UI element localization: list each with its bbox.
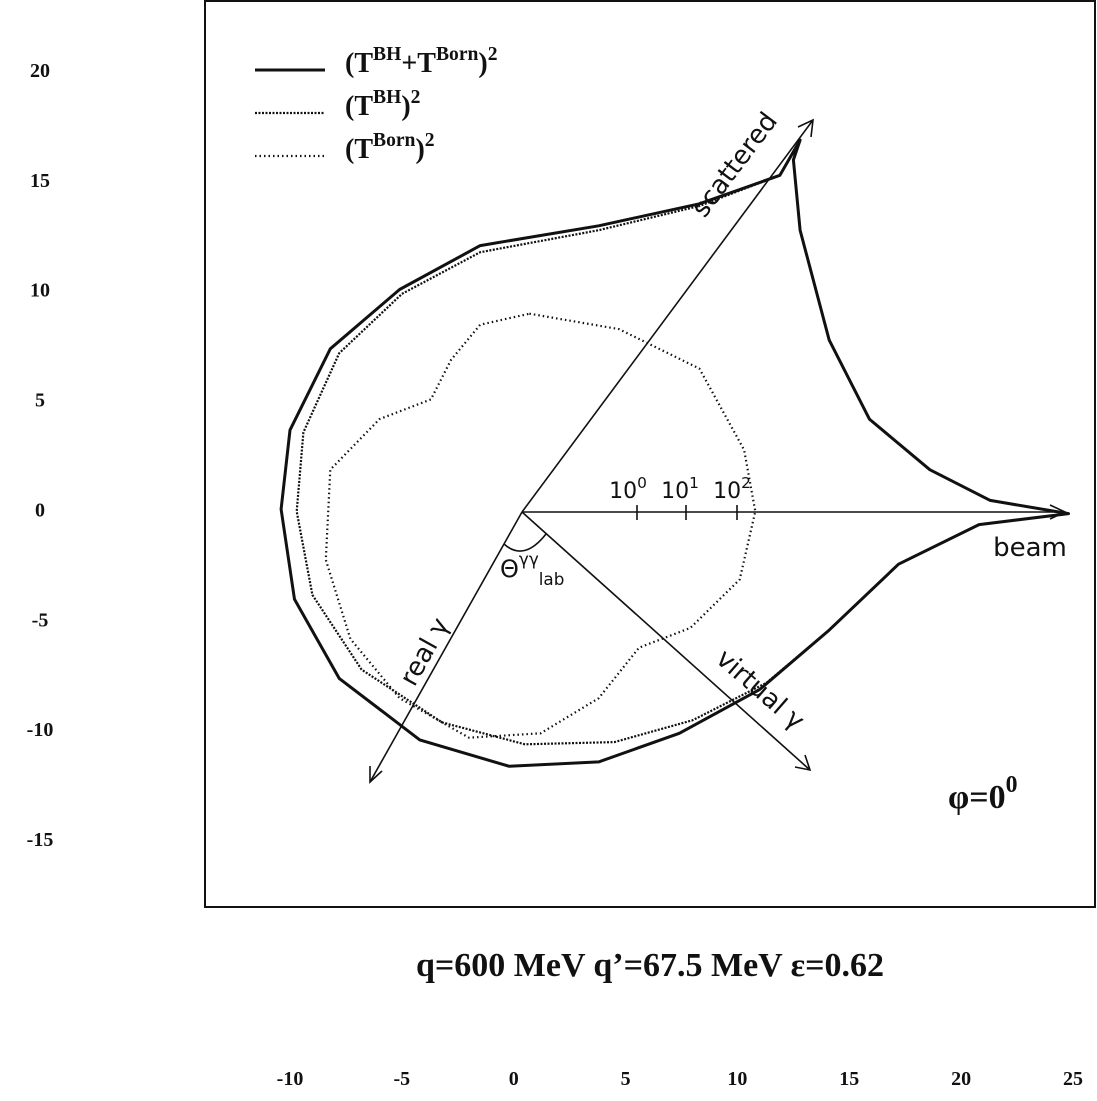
phi-label: φ=00 bbox=[948, 772, 1018, 815]
y-tick-label: -15 bbox=[27, 829, 54, 851]
radial-tick-label: 101 bbox=[661, 474, 699, 505]
x-tick-label: 10 bbox=[727, 1068, 747, 1090]
arrow-head bbox=[794, 754, 812, 772]
x-tick-label: -10 bbox=[277, 1068, 304, 1090]
virtual-axis bbox=[521, 511, 811, 771]
y-tick-label: 20 bbox=[30, 60, 50, 82]
arrow-head bbox=[797, 118, 814, 138]
series-line bbox=[295, 139, 1070, 746]
x-tick-label: 15 bbox=[839, 1068, 859, 1090]
axis-label: real γ bbox=[394, 613, 456, 691]
legend-label: (TBH+TBorn)2 bbox=[345, 44, 498, 79]
radial-tick-label: 100 bbox=[609, 474, 647, 505]
x-tick-label: -5 bbox=[394, 1068, 411, 1090]
radial-tick-label: 102 bbox=[713, 474, 751, 505]
x-tick-label: 0 bbox=[509, 1068, 519, 1090]
x-tick-label: 20 bbox=[951, 1068, 971, 1090]
arrow-head bbox=[369, 766, 383, 784]
y-tick-label: 15 bbox=[30, 169, 50, 191]
axis-label: scattered bbox=[686, 107, 784, 223]
y-tick-label: 10 bbox=[30, 279, 50, 301]
x-tick-label: 5 bbox=[621, 1068, 631, 1090]
scattered-axis bbox=[521, 119, 814, 513]
y-tick-label: -5 bbox=[32, 609, 49, 631]
y-tick-label: 0 bbox=[35, 499, 45, 521]
y-tick-label: -10 bbox=[27, 719, 54, 741]
y-tick-label: 5 bbox=[35, 389, 45, 411]
x-tick-label: 25 bbox=[1063, 1068, 1083, 1090]
legend-label: (TBorn)2 bbox=[345, 130, 435, 165]
angle-label: Θγγlab bbox=[500, 549, 564, 589]
chart-title: q=600 MeV q’=67.5 MeV ε=0.62 bbox=[416, 947, 884, 984]
series-line bbox=[324, 312, 757, 739]
axis-label: beam bbox=[993, 533, 1067, 563]
plot-frame bbox=[204, 0, 1096, 908]
direction-axes bbox=[369, 118, 1067, 784]
real-axis bbox=[369, 511, 523, 783]
legend-label: (TBH)2 bbox=[345, 87, 420, 122]
angle-arc bbox=[503, 533, 547, 552]
